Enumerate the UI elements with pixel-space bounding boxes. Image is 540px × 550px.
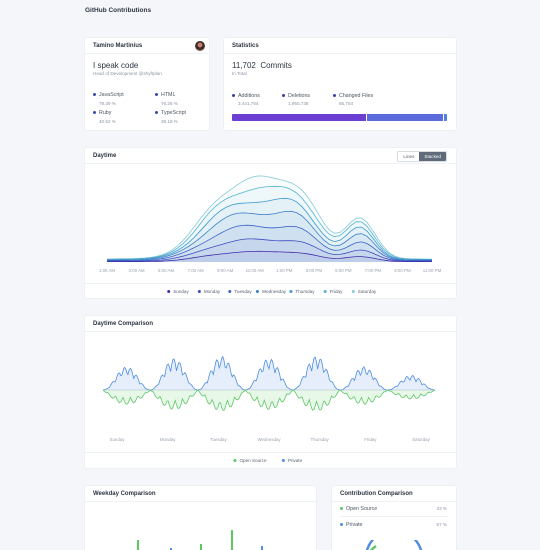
weekday-bar xyxy=(200,544,202,550)
stats-bar-segment xyxy=(232,114,367,121)
weekday-bar xyxy=(170,548,172,550)
profile-role: Head of Development @shyftplan xyxy=(93,71,162,76)
contribution-item: Open Source xyxy=(340,506,377,512)
profile-headline: I speak code xyxy=(93,61,139,70)
daytime-title: Daytime xyxy=(85,148,456,164)
chart-divider xyxy=(85,452,456,453)
daytime-legend-item[interactable]: Thursday xyxy=(289,289,315,294)
daytime-series-area xyxy=(107,175,432,262)
daytime-series-line xyxy=(107,250,432,262)
comparison-legend-item[interactable]: Open Source xyxy=(233,458,267,463)
language-item: Ruby xyxy=(93,110,111,116)
language-pct: 76.26 % xyxy=(161,101,178,106)
daytime-x-tick: 9:00 AM xyxy=(217,268,234,273)
daytime-legend-item[interactable]: Friday xyxy=(323,289,342,294)
stat-item: Deletions xyxy=(282,93,310,99)
daytime-x-tick: 5:00 AM xyxy=(158,268,175,273)
profile-card: Tamino Martinius I speak code Head of De… xyxy=(85,38,209,130)
daytime-series-area xyxy=(107,238,432,262)
daytime-x-tick: 3:00 PM xyxy=(305,268,322,273)
daytime-card: Daytime Lines Stacked 1:00 AM 3:00 AM 5:00… xyxy=(85,148,456,298)
daytime-x-tick: 11:00 AM xyxy=(245,268,264,273)
weekday-bar xyxy=(261,546,263,550)
daytime-series-line xyxy=(107,210,432,261)
contribution-item: Private xyxy=(340,522,363,528)
contribution-donut xyxy=(365,540,423,550)
chart-mode-toggle[interactable]: Lines Stacked xyxy=(397,151,447,162)
stat-value: 65,754 xyxy=(339,101,354,106)
weekday-title: Weekday Comparison xyxy=(85,486,316,502)
daytime-series-area xyxy=(107,198,432,262)
language-pct: 39.18 % xyxy=(161,119,178,124)
comparison-open-source-line xyxy=(102,389,436,411)
daytime-x-tick: 1:00 PM xyxy=(276,268,293,273)
daytime-legend-item[interactable]: Sunday xyxy=(167,289,189,294)
divider xyxy=(340,516,448,517)
lines-toggle-button[interactable]: Lines xyxy=(398,152,420,161)
stacked-toggle-button[interactable]: Stacked xyxy=(419,152,446,161)
stat-value: 3,441,764 xyxy=(238,101,259,106)
daytime-series-line xyxy=(107,197,432,261)
weekday-card: Weekday Comparison xyxy=(85,486,316,550)
daytime-x-tick: 7:00 AM xyxy=(187,268,204,273)
comparison-card: Daytime Comparison Sunday Monday Tuesday We… xyxy=(85,316,456,468)
contribution-pct: 33 % xyxy=(436,506,447,511)
stat-item: Additions xyxy=(232,93,260,99)
commits-total: 11,702 Commits xyxy=(232,61,292,70)
chart-divider xyxy=(85,283,456,284)
comparison-private-line-area xyxy=(103,356,435,390)
comparison-legend-item[interactable]: Private xyxy=(281,458,302,463)
contribution-pct: 67 % xyxy=(436,522,447,527)
weekday-bar xyxy=(137,540,139,550)
statistics-title: Statistics xyxy=(224,38,456,54)
daytime-legend-item[interactable]: Tuesday xyxy=(228,289,252,294)
avatar[interactable] xyxy=(195,41,205,51)
daytime-x-tick: 5:00 PM xyxy=(335,268,352,273)
daytime-x-tick: 7:00 PM xyxy=(364,268,382,273)
contribution-card: Contribution Comparison Open Source 33 %… xyxy=(332,486,456,550)
language-pct: 78.39 % xyxy=(99,101,116,106)
stats-progress-bar xyxy=(232,114,447,121)
stat-value: 1,950,736 xyxy=(288,101,309,106)
daytime-x-tick: 3:00 AM xyxy=(128,268,145,273)
stats-bar-segment xyxy=(443,114,447,121)
commits-sub: In Total xyxy=(232,71,247,76)
daytime-legend-item[interactable]: Saturday xyxy=(351,289,376,294)
page-title: GitHub Contributions xyxy=(85,7,152,14)
daytime-stacked-chart xyxy=(106,175,433,262)
daytime-legend-item[interactable]: Monday xyxy=(197,289,220,294)
language-item: JavaScript xyxy=(93,92,124,98)
language-item: TypeScript xyxy=(155,110,186,116)
weekday-bar xyxy=(231,530,233,550)
comparison-x-tick: Thursday xyxy=(310,437,329,442)
daytime-series-line xyxy=(106,238,432,262)
daytime-series-line xyxy=(106,175,432,260)
profile-name: Tamino Martinius xyxy=(85,38,209,54)
daytime-x-tick: 11:00 PM xyxy=(422,268,442,273)
daytime-series-area xyxy=(107,225,432,262)
comparison-x-tick: Monday xyxy=(159,437,176,442)
comparison-x-tick: Friday xyxy=(364,437,377,442)
daytime-x-tick: 9:00 PM xyxy=(394,268,411,273)
daytime-series-line xyxy=(107,224,432,262)
daytime-series-line xyxy=(107,185,433,260)
statistics-card: Statistics 11,702 Commits In Total Addit… xyxy=(224,38,456,130)
daytime-comparison-chart xyxy=(102,355,436,411)
language-pct: 40.62 % xyxy=(99,119,116,124)
stat-item: Changed Files xyxy=(333,93,373,99)
daytime-series-area xyxy=(107,251,432,262)
comparison-x-tick: Wednesday xyxy=(257,437,281,442)
stats-bar-segment xyxy=(367,114,443,121)
daytime-legend-item[interactable]: Wednesday xyxy=(255,289,286,294)
daytime-series-area xyxy=(107,211,432,262)
comparison-private-line xyxy=(102,355,436,391)
comparison-title: Daytime Comparison xyxy=(85,316,456,332)
daytime-x-tick: 1:00 AM xyxy=(98,268,116,273)
comparison-x-tick: Tuesday xyxy=(209,437,227,442)
language-item: HTML xyxy=(155,92,175,98)
comparison-open-source-line-area xyxy=(103,390,435,411)
comparison-x-tick: Sunday xyxy=(109,437,125,442)
contribution-title: Contribution Comparison xyxy=(332,486,456,502)
comparison-x-tick: Saturday xyxy=(412,437,430,442)
